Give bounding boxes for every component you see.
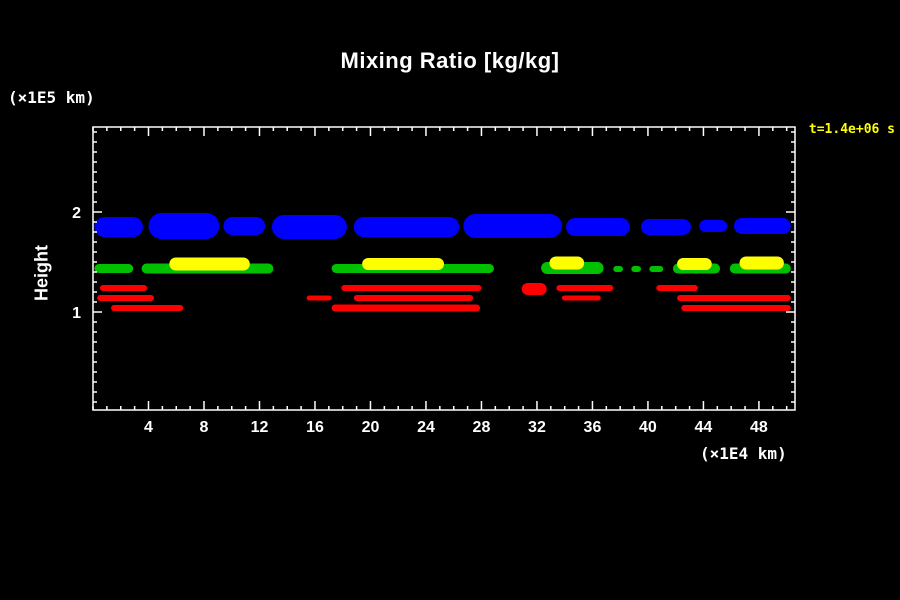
y-tick-label: 2 (72, 205, 81, 222)
x-tick-label: 8 (200, 419, 209, 436)
y-axis-title: Height (31, 245, 52, 301)
x-tick-label: 28 (473, 419, 491, 436)
x-tick-label: 32 (528, 419, 546, 436)
x-tick-label: 48 (750, 419, 768, 436)
x-axis-unit-label: (×1E4 km) (700, 444, 787, 463)
y-tick-label: 1 (72, 305, 81, 322)
x-tick-label: 44 (695, 419, 713, 436)
x-tick-label: 36 (584, 419, 602, 436)
band-upper-cloud-layer-blue (94, 213, 791, 239)
plot-frame (92, 126, 796, 411)
x-tick-label: 20 (362, 419, 380, 436)
x-tick-label: 24 (417, 419, 435, 436)
x-tick-label: 12 (251, 419, 269, 436)
y-axis-unit-label: (×1E5 km) (8, 88, 95, 107)
time-annotation: t=1.4e+06 s (808, 122, 895, 137)
band-mid-cloud-layer-yellow (169, 256, 784, 271)
x-tick-label: 16 (306, 419, 324, 436)
x-tick-label: 40 (639, 419, 657, 436)
chart-title: Mixing Ratio [kg/kg] (340, 48, 560, 73)
band-lower-cloud-layer-red (97, 283, 791, 312)
x-tick-label: 4 (144, 419, 153, 436)
axis-ticks (92, 127, 795, 410)
